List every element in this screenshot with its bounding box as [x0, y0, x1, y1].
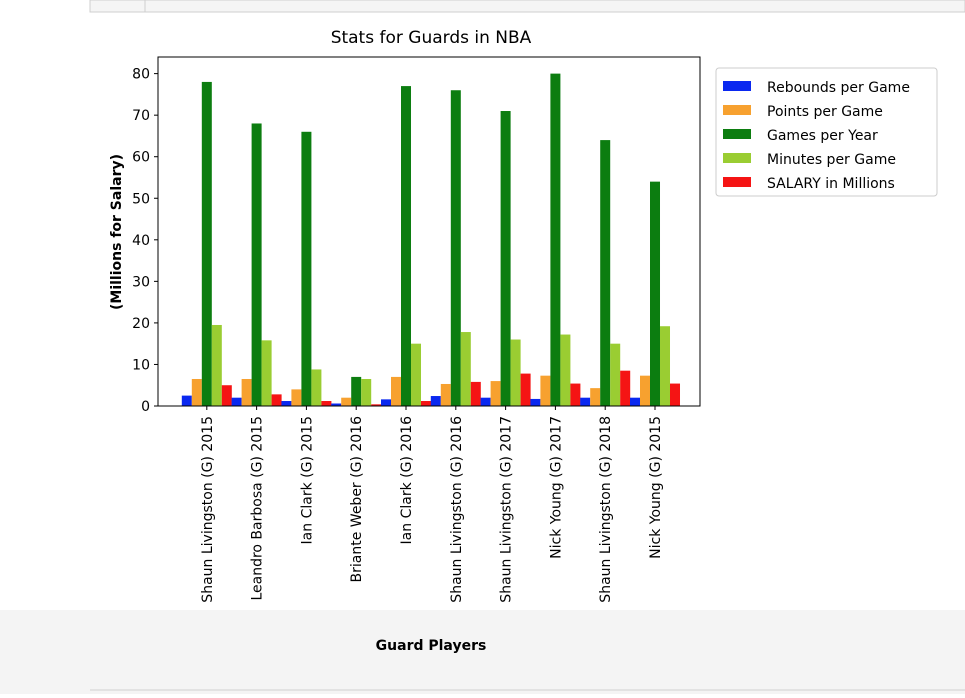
toolbar	[89, 0, 965, 13]
bar	[600, 140, 611, 406]
y-axis-label: (Millions for Salary)	[109, 154, 125, 310]
x-tick-label: Shaun Livingston (G) 2017	[499, 416, 515, 603]
bar	[401, 86, 412, 406]
bar	[490, 381, 501, 406]
bar	[650, 181, 661, 406]
legend-label: Games per Year	[767, 128, 878, 144]
bar	[221, 385, 232, 406]
bar	[610, 343, 621, 406]
bar	[570, 383, 581, 406]
x-tick-label: Shaun Livingston (G) 2018	[598, 416, 614, 603]
legend-label: Points per Game	[767, 104, 883, 120]
y-tick-label: 0	[141, 399, 150, 415]
bar	[500, 111, 511, 406]
legend-swatch	[723, 105, 751, 115]
y-tick-label: 10	[132, 357, 150, 373]
legend-box	[715, 67, 938, 197]
y-tick-label: 50	[132, 191, 150, 207]
bar	[331, 403, 342, 406]
bar	[211, 324, 222, 406]
y-tick-label: 40	[132, 233, 150, 249]
bar	[440, 383, 451, 406]
x-tick-label: Briante Weber (G) 2016	[349, 416, 365, 583]
bar	[510, 339, 521, 406]
footer-area	[0, 610, 965, 694]
bar	[560, 334, 571, 406]
bar	[291, 389, 302, 406]
bar	[480, 397, 491, 406]
bar	[450, 90, 461, 406]
bar	[241, 378, 252, 406]
x-tick-label: Leandro Barbosa (G) 2015	[250, 416, 266, 601]
bar	[361, 378, 372, 406]
y-tick-label: 20	[132, 316, 150, 332]
bar	[520, 373, 531, 406]
bar	[201, 81, 212, 406]
plot-frame	[157, 56, 701, 407]
bar	[640, 375, 651, 406]
bar	[430, 396, 441, 406]
bar	[411, 343, 422, 406]
bar	[321, 401, 332, 406]
legend-label: Minutes per Game	[767, 152, 896, 168]
bar	[580, 397, 591, 406]
bar	[301, 131, 312, 407]
bar	[261, 340, 272, 406]
x-tick-label: Shaun Livingston (G) 2016	[449, 416, 465, 603]
bar	[540, 375, 551, 406]
x-tick-label: Shaun Livingston (G) 2015	[200, 416, 216, 603]
y-tick-label: 70	[132, 108, 150, 124]
x-tick-label: Nick Young (G) 2015	[648, 416, 664, 559]
bar	[271, 394, 282, 406]
legend-swatch	[723, 81, 751, 91]
bar	[590, 388, 601, 406]
bar	[281, 401, 292, 406]
bar	[620, 370, 631, 406]
x-tick-label: Nick Young (G) 2017	[548, 416, 564, 559]
y-tick-label: 30	[132, 274, 150, 290]
bar	[231, 397, 242, 406]
legend-label: Rebounds per Game	[767, 80, 910, 96]
bar	[530, 398, 541, 406]
legend-swatch	[723, 129, 751, 139]
bar	[311, 369, 322, 406]
bar	[660, 326, 671, 406]
bar	[181, 395, 192, 406]
bar	[421, 401, 432, 406]
legend-label: SALARY in Millions	[767, 176, 895, 192]
bar	[371, 404, 382, 406]
bar	[351, 376, 362, 406]
bar	[191, 378, 202, 406]
chart-title: Stats for Guards in NBA	[331, 28, 532, 48]
y-tick-label: 80	[132, 67, 150, 83]
bar	[630, 397, 641, 406]
y-tick-label: 60	[132, 150, 150, 166]
bar	[670, 383, 681, 406]
bar	[251, 123, 262, 406]
bar	[381, 399, 392, 406]
x-axis-label: Guard Players	[376, 638, 487, 654]
bar	[470, 381, 481, 406]
bar	[391, 376, 402, 406]
bar	[460, 332, 471, 406]
bar	[550, 73, 561, 406]
bar	[341, 397, 352, 406]
x-tick-label: Ian Clark (G) 2016	[399, 416, 415, 545]
legend-swatch	[723, 177, 751, 187]
legend-swatch	[723, 153, 751, 163]
x-tick-label: Ian Clark (G) 2015	[299, 416, 315, 544]
